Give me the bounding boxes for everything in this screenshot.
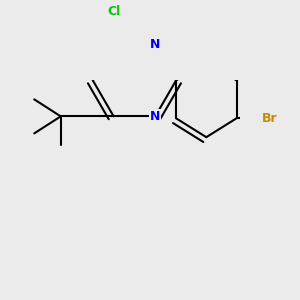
Text: N: N — [150, 110, 160, 123]
Text: N: N — [150, 38, 160, 51]
Text: Cl: Cl — [107, 5, 120, 18]
Text: Br: Br — [262, 112, 278, 125]
